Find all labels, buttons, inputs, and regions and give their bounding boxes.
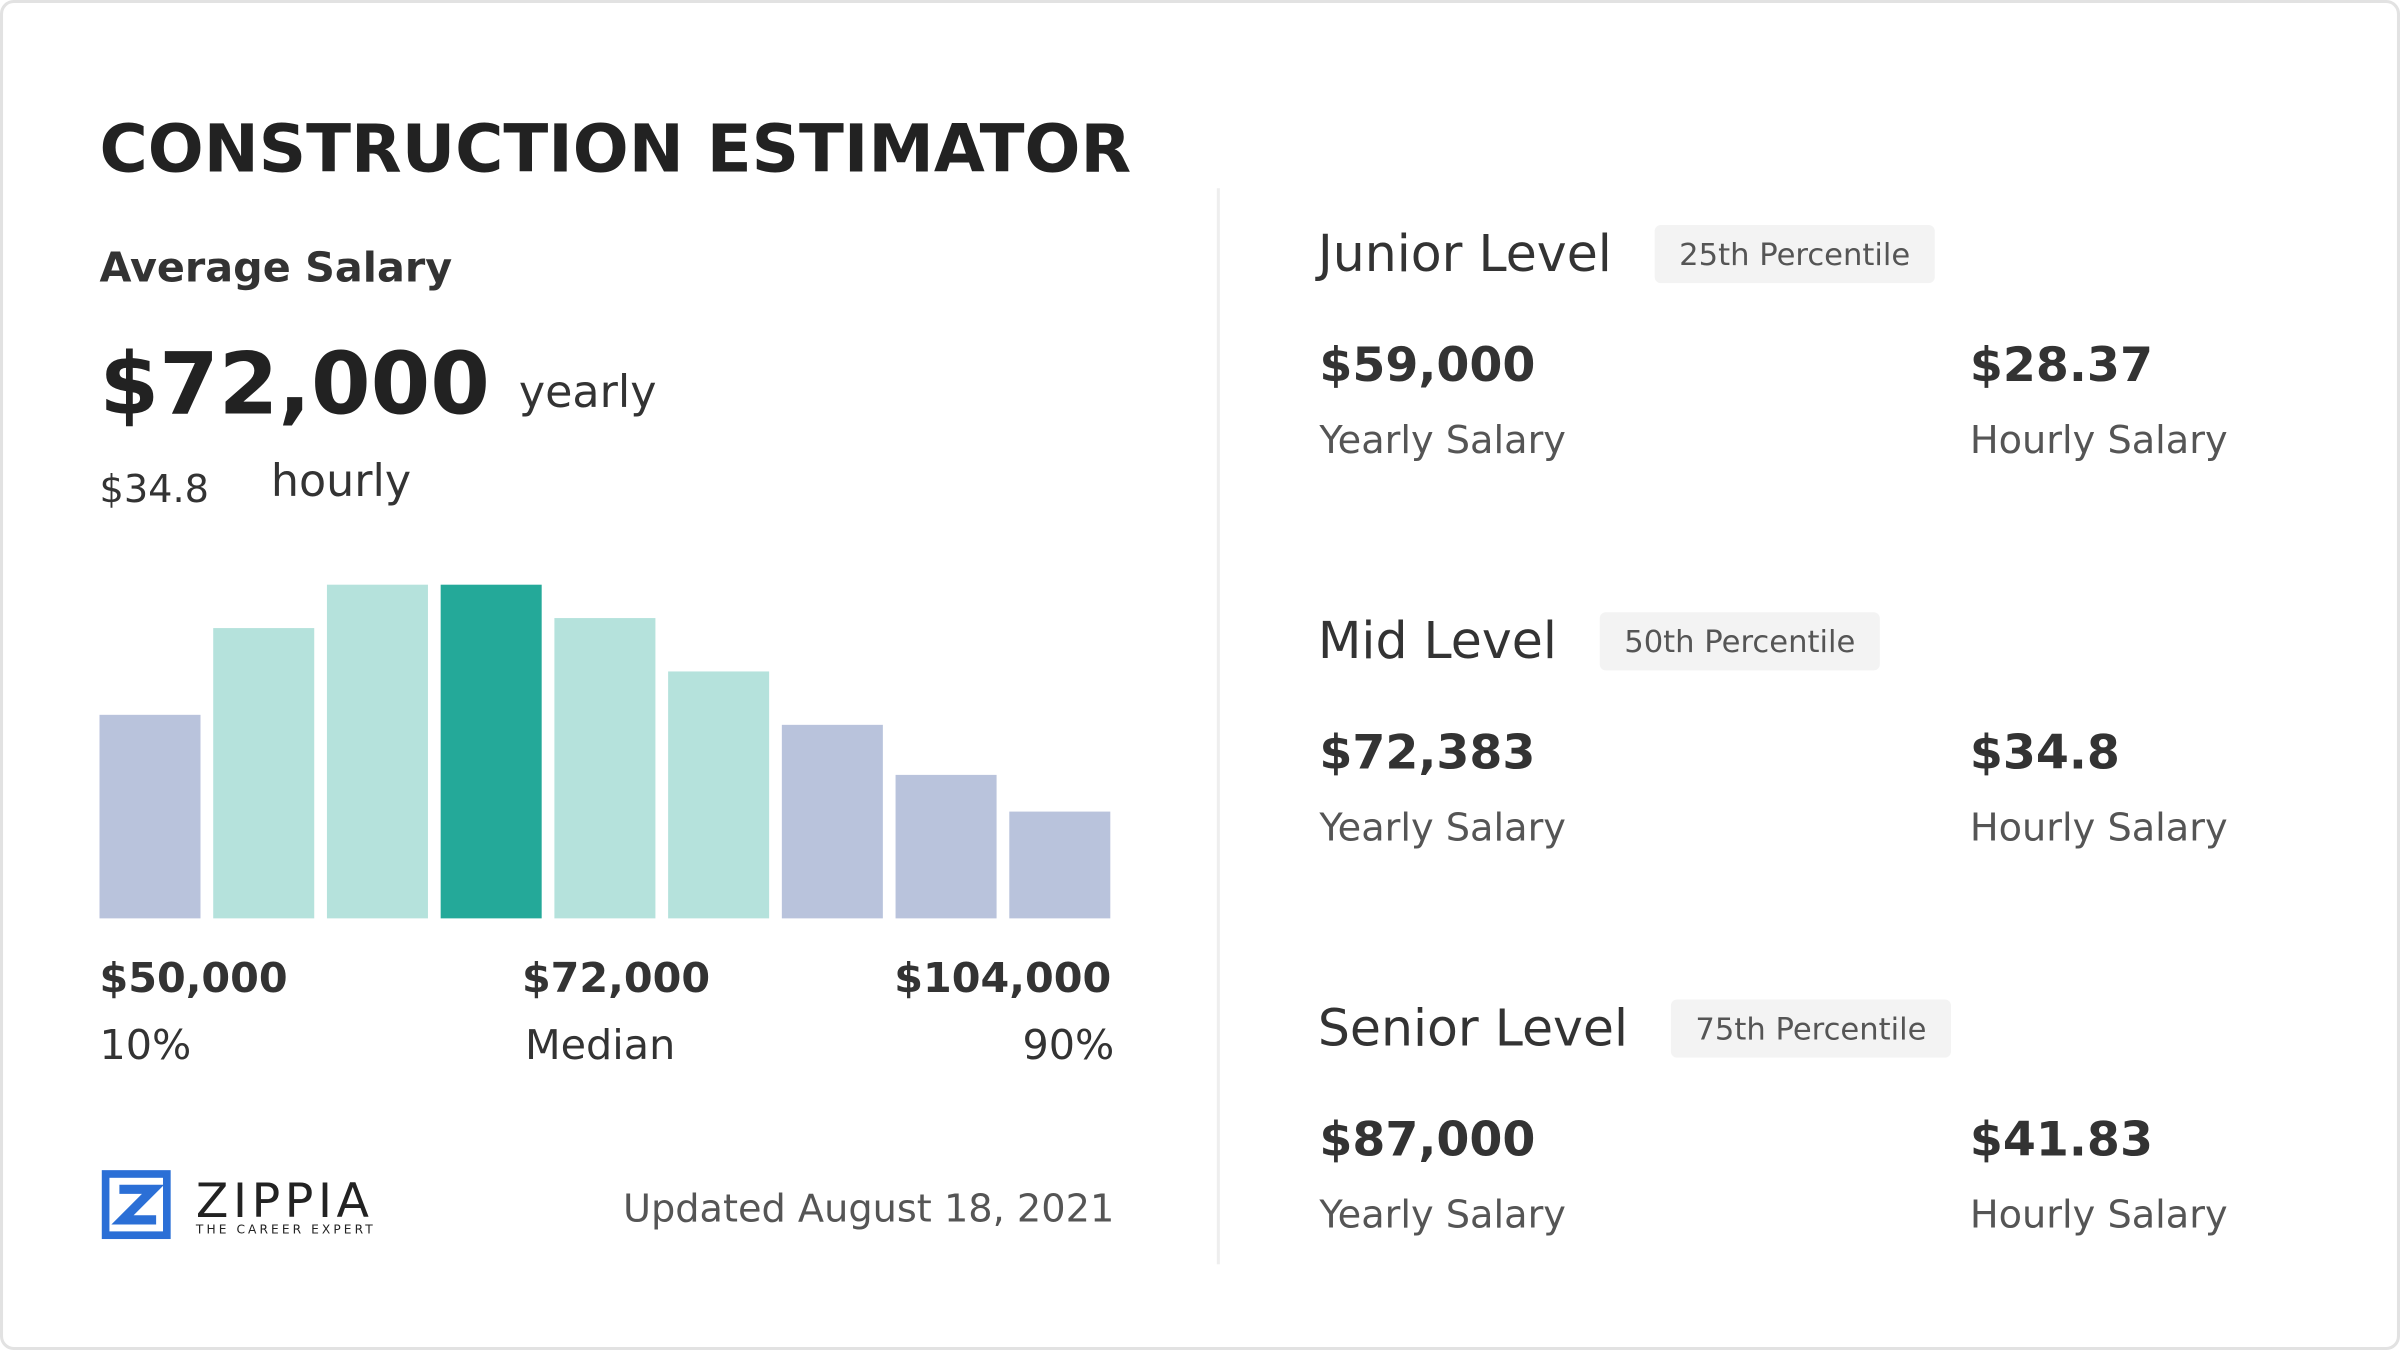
level-name: Mid Level <box>1318 611 1557 670</box>
bar <box>1009 811 1111 919</box>
logo-name: ZIPPIA <box>196 1174 374 1229</box>
average-label: Average Salary <box>99 244 452 292</box>
percentile-badge <box>1599 612 1880 671</box>
hourly-salary: $34.8 <box>1970 725 2120 780</box>
bar <box>895 774 997 919</box>
range-amount: $72,000 <box>522 954 710 1002</box>
percentile: 25th Percentile <box>1679 238 1910 273</box>
yearly-unit: yearly <box>519 367 657 418</box>
bar <box>668 671 770 919</box>
histogram <box>99 584 1111 919</box>
percentile-badge <box>1654 225 1935 284</box>
percentile: 50th Percentile <box>1624 625 1855 660</box>
yearly-salary: $72,383 <box>1319 725 1535 780</box>
hourly-salary: $41.83 <box>1970 1113 2153 1168</box>
levels: Junior Level 25th Percentile $59,000 Yearly… <box>1315 224 2228 1238</box>
level-name: Junior Level <box>1315 224 1612 283</box>
range-amount: $50,000 <box>99 954 287 1002</box>
average-hourly: $34.8 <box>99 467 209 512</box>
range-amount: $104,000 <box>894 954 1111 1002</box>
hourly-salary: $28.37 <box>1970 338 2153 393</box>
hourly-unit: hourly <box>271 456 411 507</box>
bar <box>440 584 542 919</box>
level-name: Senior Level <box>1318 998 1628 1057</box>
yearly-label: Yearly Salary <box>1318 805 1566 850</box>
yearly-label: Yearly Salary <box>1318 1193 1566 1238</box>
yearly-label: Yearly Salary <box>1318 418 1566 463</box>
bar <box>99 714 201 919</box>
bar <box>554 618 656 919</box>
bar <box>781 724 883 919</box>
range-label: Median <box>525 1021 675 1069</box>
percentile: 75th Percentile <box>1695 1012 1926 1047</box>
range-label: 90% <box>1022 1021 1114 1069</box>
updated-date: Updated August 18, 2021 <box>623 1186 1114 1231</box>
hourly-label: Hourly Salary <box>1970 1193 2228 1238</box>
hourly-label: Hourly Salary <box>1970 418 2228 463</box>
bar <box>213 628 315 919</box>
average-yearly: $72,000 <box>99 334 489 434</box>
percentile-badge <box>1670 999 1951 1058</box>
yearly-salary: $87,000 <box>1319 1113 1535 1168</box>
logo-tagline: THE CAREER EXPERT <box>195 1223 376 1237</box>
yearly-salary: $59,000 <box>1319 338 1535 393</box>
range-label: 10% <box>99 1021 191 1069</box>
logo-icon <box>101 1170 171 1240</box>
bar <box>326 584 428 919</box>
title: CONSTRUCTION ESTIMATOR <box>99 110 1131 187</box>
hourly-label: Hourly Salary <box>1970 805 2228 850</box>
